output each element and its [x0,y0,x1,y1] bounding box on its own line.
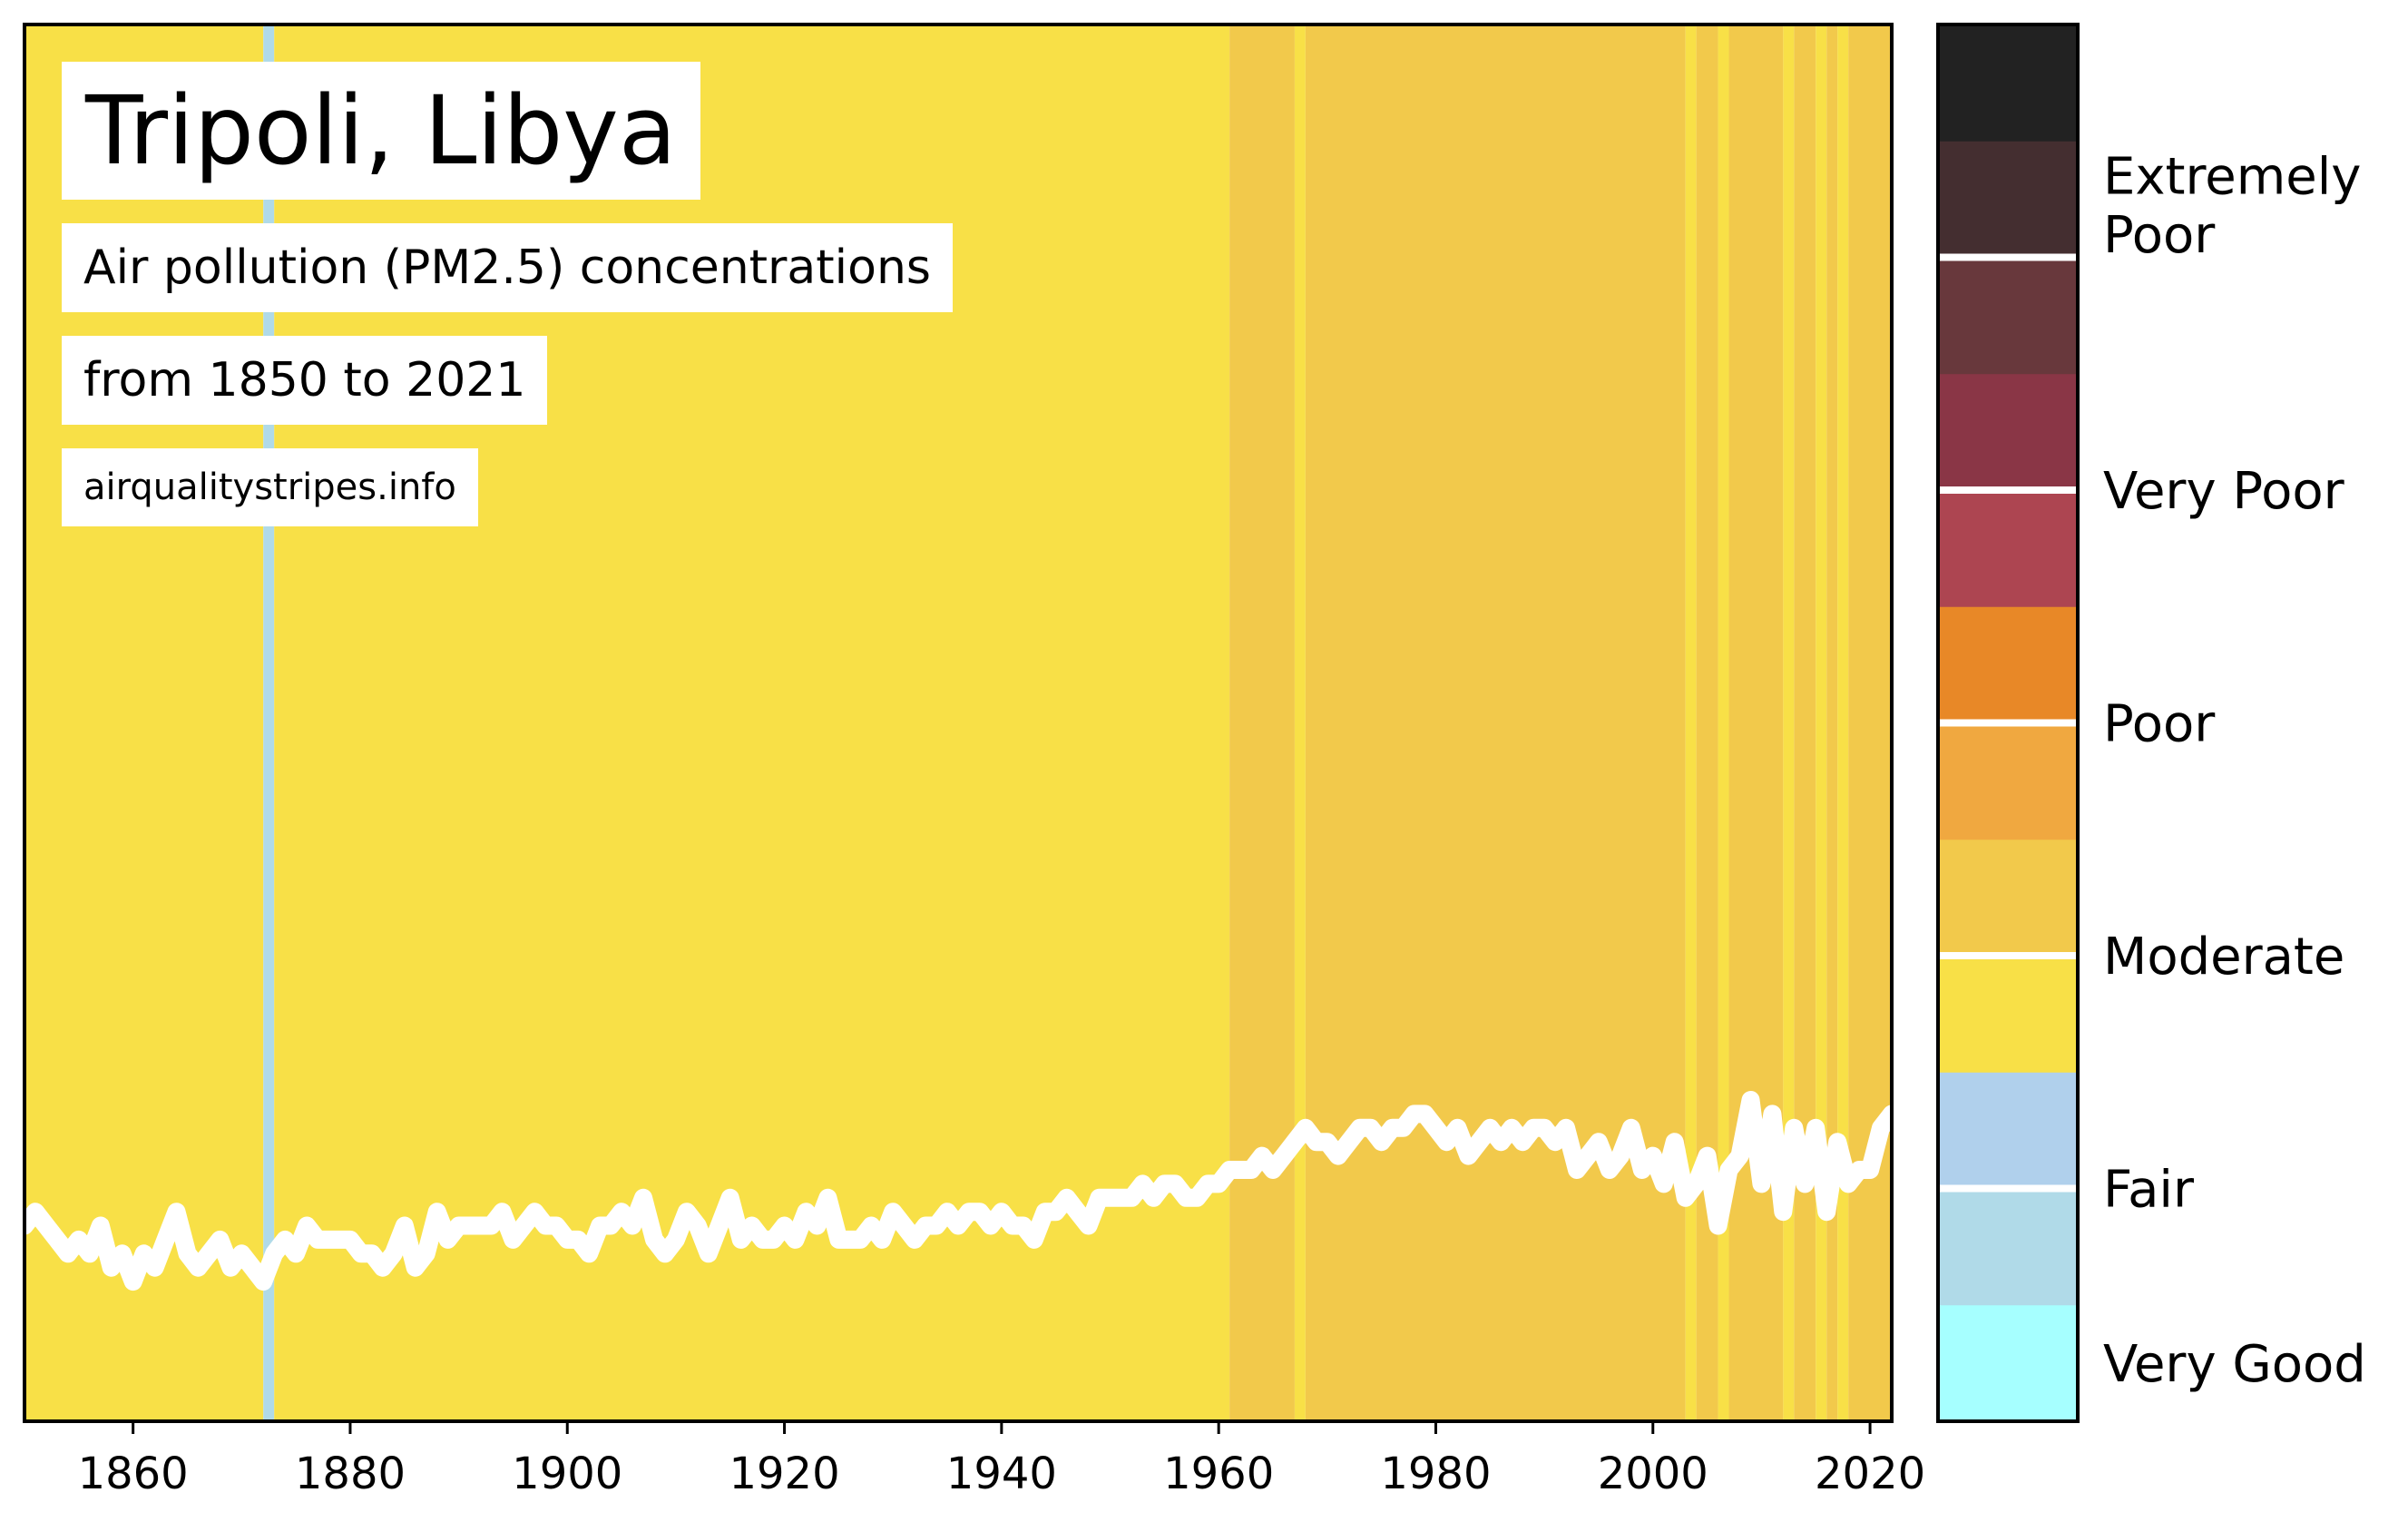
stripe-2017 [1837,25,1849,1421]
stripe-2015 [1816,25,1827,1421]
legend-label-6: Poor [2103,206,2216,265]
stripe-2012 [1783,25,1795,1421]
x-axis: 1860 1880 1900 1920 1940 1960 1980 2000 2020 [78,1421,1925,1499]
stripe-2004 [1696,25,1718,1421]
chart-subtitle: Air pollution (PM2.5) concentrations [62,223,953,312]
legend-label-3: Poor [2103,695,2216,754]
legend-label-1: Fair [2103,1161,2195,1220]
stripe-1961 [1229,25,1295,1421]
legend-label-4: Very Poor [2103,462,2345,521]
legend-label-5: Extremely [2103,148,2361,207]
legend-block-very_poor_light [1938,490,2078,607]
plot-frame [23,23,1894,1423]
x-tick-label-1900: 1900 [512,1448,622,1499]
legend-block-poor_light [1938,722,2078,840]
stripe-1872 [263,25,275,1421]
legend-block-very_good [1938,1304,2078,1422]
x-tick-label-1920: 1920 [729,1448,839,1499]
source-link[interactable]: airqualitystripes.info [62,448,478,526]
stripe-2003 [1685,25,1697,1421]
legend-label-0: Very Good [2103,1335,2366,1394]
legend-block-worst [1938,25,2078,142]
x-tick-label-2000: 2000 [1598,1448,1708,1499]
stripe-1968 [1305,25,1686,1421]
stripe-1967 [1294,25,1306,1421]
x-tick-label-1980: 1980 [1380,1448,1491,1499]
legend-block-moderate [1938,839,2078,957]
legend-block-extremely_poor_light [1938,257,2078,375]
x-tick-label-1880: 1880 [295,1448,406,1499]
x-tick-label-2020: 2020 [1815,1448,1925,1499]
pm25-trend-line [15,1091,1901,1291]
stripe-2006 [1718,25,1729,1421]
stripe-2018 [1848,25,1892,1421]
stripe-2016 [1826,25,1838,1421]
legend-block-poor [1938,606,2078,723]
x-tick-label-1860: 1860 [78,1448,189,1499]
legend-label-2: Moderate [2103,928,2344,987]
legend-block-extremely_poor [1938,141,2078,258]
x-tick-label-1960: 1960 [1163,1448,1274,1499]
legend-block-moderate_light [1938,956,2078,1073]
legend-block-fair [1938,1072,2078,1189]
chart-date-range: from 1850 to 2021 [62,336,548,425]
x-tick-label-1940: 1940 [946,1448,1057,1499]
stripe-2013 [1794,25,1816,1421]
legend-colorbar: Very Good Fair Moderate Poor Very Poor Extrem… [1938,25,2366,1422]
legend-frame [1936,23,2080,1423]
legend-block-very_poor [1938,373,2078,491]
legend-block-fair_light [1938,1188,2078,1306]
chart-title: Tripoli, Libya [62,62,700,200]
